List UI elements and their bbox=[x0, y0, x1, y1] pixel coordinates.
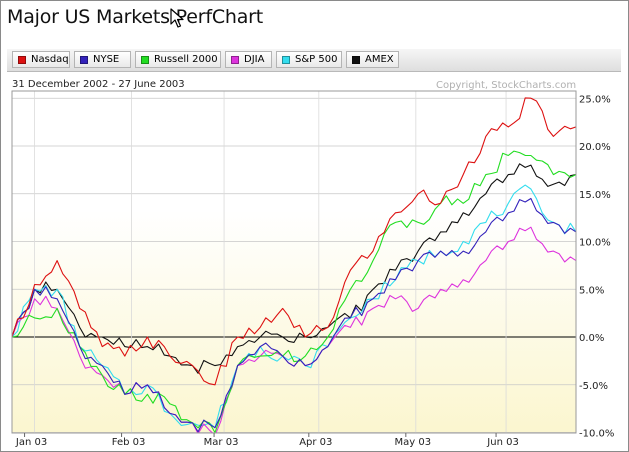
plot-border bbox=[11, 90, 577, 434]
legend-swatch-sp-500 bbox=[282, 56, 290, 64]
y-tick-label: 10.0% bbox=[579, 238, 611, 249]
y-tick-label: -10.0% bbox=[579, 429, 614, 440]
series-line-amex bbox=[12, 163, 576, 374]
x-tick-label: Jun 03 bbox=[486, 437, 519, 448]
series-line-russell-2000 bbox=[12, 150, 576, 433]
series-line-nasdaq bbox=[12, 97, 576, 386]
x-tick-label: May 03 bbox=[395, 437, 432, 448]
chart-title: Major US Markets PerfChart bbox=[7, 6, 264, 28]
legend-label-djia: DJIA bbox=[244, 54, 265, 65]
legend-item-nasdaq[interactable]: Nasdaq bbox=[12, 51, 70, 68]
legend-label-russell-2000: Russell 2000 bbox=[154, 54, 218, 65]
date-range-label: 31 December 2002 - 27 June 2003 bbox=[12, 79, 185, 90]
x-tick-label: Jan 03 bbox=[15, 437, 47, 448]
plot-area bbox=[12, 91, 576, 433]
legend-swatch-amex bbox=[352, 56, 360, 64]
y-tick-label: -5.0% bbox=[579, 381, 608, 392]
series-line-nyse bbox=[12, 197, 576, 433]
mouse-cursor-icon bbox=[170, 8, 184, 28]
x-tick-label: Apr 03 bbox=[299, 437, 332, 448]
x-tick-label: Feb 03 bbox=[112, 437, 146, 448]
series-line-s-p-500 bbox=[12, 184, 576, 429]
legend-bar: Nasdaq NYSE Russell 2000 DJIA S&P 500 AM… bbox=[7, 49, 621, 72]
legend-swatch-nyse bbox=[80, 56, 88, 64]
y-tick-label: 25.0% bbox=[579, 94, 611, 105]
legend-item-djia[interactable]: DJIA bbox=[225, 51, 272, 68]
copyright-notice: Copyright, StockCharts.com bbox=[436, 80, 577, 91]
legend-swatch-russell-2000 bbox=[141, 56, 149, 64]
legend-item-sp-500[interactable]: S&P 500 bbox=[276, 51, 342, 68]
y-tick-label: 20.0% bbox=[579, 142, 611, 153]
legend-item-nyse[interactable]: NYSE bbox=[74, 51, 131, 68]
y-tick-label: 15.0% bbox=[579, 190, 611, 201]
legend-label-amex: AMEX bbox=[365, 54, 394, 65]
y-tick-label: 5.0% bbox=[579, 285, 604, 296]
legend-label-nasdaq: Nasdaq bbox=[31, 54, 69, 65]
x-tick-label: Mar 03 bbox=[204, 437, 239, 448]
legend-label-sp-500: S&P 500 bbox=[295, 54, 338, 65]
legend-item-amex[interactable]: AMEX bbox=[346, 51, 399, 68]
legend-swatch-nasdaq bbox=[18, 56, 26, 64]
legend-label-nyse: NYSE bbox=[93, 54, 120, 65]
y-tick-label: 0.0% bbox=[579, 333, 604, 344]
legend-item-russell-2000[interactable]: Russell 2000 bbox=[135, 51, 221, 68]
legend-swatch-djia bbox=[231, 56, 239, 64]
